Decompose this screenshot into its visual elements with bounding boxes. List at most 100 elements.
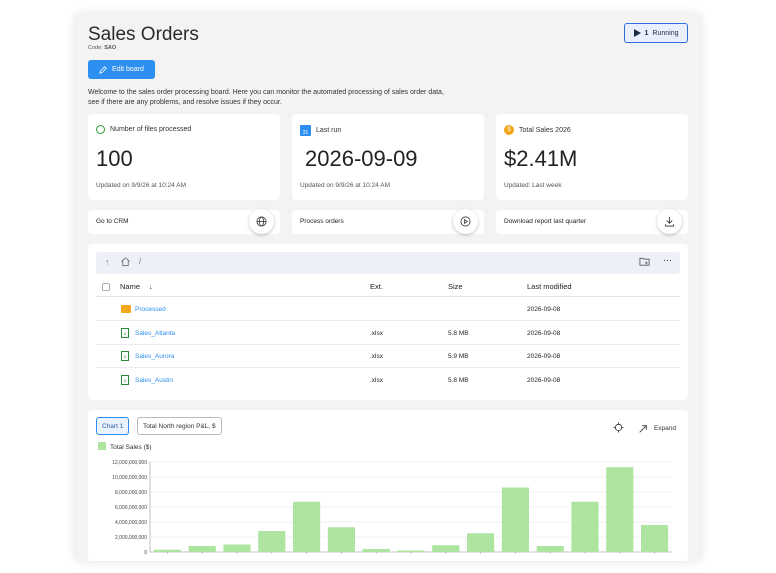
file-modified: 2026-09-08 xyxy=(527,306,561,313)
chart-bar xyxy=(327,527,355,552)
chart-bar xyxy=(362,549,390,552)
kpi-label: $ Total Sales 2026 xyxy=(504,125,571,135)
kpi-updated: Updated: Last week xyxy=(504,182,562,189)
chart-bar xyxy=(641,525,669,552)
download-icon[interactable] xyxy=(657,209,682,234)
file-ext: .xlsx xyxy=(370,330,383,337)
board-description: Welcome to the sales order processing bo… xyxy=(88,89,444,106)
legend-swatch xyxy=(98,442,106,450)
file-modified: 2026-09-08 xyxy=(527,353,561,360)
running-label: Running xyxy=(652,29,679,37)
column-last-modified[interactable]: Last modified xyxy=(527,282,572,291)
sort-arrow-icon[interactable]: ↓ xyxy=(149,282,153,291)
clock-icon xyxy=(96,125,105,134)
chart-bar xyxy=(223,544,251,552)
action-process-orders[interactable]: Process orders xyxy=(292,209,484,234)
select-all-checkbox[interactable] xyxy=(102,283,110,291)
recenter-icon[interactable] xyxy=(613,422,624,435)
action-go-to-crm[interactable]: Go to CRM xyxy=(88,209,280,234)
y-tick-label: 6,000,000,000 xyxy=(115,505,147,511)
chart-bar xyxy=(258,531,286,552)
action-label: Download report last quarter xyxy=(504,218,587,225)
globe-icon[interactable] xyxy=(249,209,274,234)
running-count: 1 xyxy=(644,29,649,37)
kpi-label-text: Total Sales 2026 xyxy=(519,126,571,134)
column-name[interactable]: Name xyxy=(120,282,141,291)
kpi-updated: Updated on 9/9/26 at 10:24 AM xyxy=(300,182,390,189)
chart-bar xyxy=(188,546,216,552)
kpi-updated: Updated on 9/9/26 at 10:24 AM xyxy=(96,182,186,189)
kpi-card-last-run: 31 Last run 2026-09-09 Updated on 9/9/26 … xyxy=(292,114,484,200)
file-modified: 2026-09-08 xyxy=(527,377,561,384)
chart-bar xyxy=(501,487,529,552)
chart-bar xyxy=(153,549,181,552)
chart-bar xyxy=(536,546,564,552)
excel-file-icon: x xyxy=(121,375,129,385)
file-browser: ↑ / ⋯ Name ↓ Ext. Size Last modified Pro… xyxy=(88,244,688,400)
file-size: 5.9 MB xyxy=(448,353,469,360)
file-name[interactable]: Processed xyxy=(135,306,166,313)
y-tick-label: 0 xyxy=(144,550,147,556)
kpi-value: 100 xyxy=(96,146,133,171)
y-tick-label: 12,000,000,000 xyxy=(112,460,147,466)
kpi-label-text: Last run xyxy=(316,127,342,134)
edit-board-label: Edit board xyxy=(112,66,144,73)
up-arrow-icon[interactable]: ↑ xyxy=(105,257,110,267)
kpi-label: Number of files processed xyxy=(96,125,191,134)
running-button[interactable]: 1 Running xyxy=(624,23,688,43)
file-modified: 2026-09-08 xyxy=(527,330,561,337)
file-size: 5.8 MB xyxy=(448,377,469,384)
edit-board-button[interactable]: Edit board xyxy=(88,60,155,79)
chart-panel: Chart 1 Total North region P&L, $ Expand… xyxy=(88,410,688,561)
y-tick-label: 10,000,000,000 xyxy=(112,475,147,481)
kpi-label-text: Number of files processed xyxy=(110,126,192,133)
file-toolbar: ↑ / ⋯ xyxy=(96,252,680,274)
file-ext: .xlsx xyxy=(370,377,383,384)
file-row[interactable]: x Sales_Atlanta .xlsx 5.8 MB 2026-09-08 xyxy=(96,322,680,345)
y-tick-label: 2,000,000,000 xyxy=(115,535,147,541)
folder-icon xyxy=(121,305,131,313)
chart-bar xyxy=(571,501,599,552)
action-label: Process orders xyxy=(300,218,344,225)
home-icon[interactable] xyxy=(120,256,131,269)
kpi-label: 31 Last run xyxy=(300,125,341,136)
chart-actions: Expand xyxy=(613,422,676,435)
column-size[interactable]: Size xyxy=(448,282,463,291)
kpi-value: $2.41M xyxy=(504,146,578,171)
file-name[interactable]: Sales_Austin xyxy=(135,377,173,384)
excel-file-icon: x xyxy=(121,328,129,338)
coin-icon: $ xyxy=(504,125,514,135)
chart-bar xyxy=(293,501,321,552)
y-tick-label: 8,000,000,000 xyxy=(115,490,147,496)
file-row[interactable]: x Sales_Austin .xlsx 5.8 MB 2026-09-08 xyxy=(96,369,680,392)
play-circle-icon[interactable] xyxy=(453,209,478,234)
expand-label: Expand xyxy=(653,425,676,432)
chart-bar xyxy=(467,533,495,552)
new-folder-icon[interactable] xyxy=(639,256,650,269)
file-name[interactable]: Sales_Aurora xyxy=(135,353,175,360)
pencil-icon xyxy=(99,65,107,74)
chart-bar xyxy=(397,550,425,552)
file-row[interactable]: x Sales_Aurora .xlsx 5.9 MB 2026-09-08 xyxy=(96,345,680,368)
y-tick-label: 4,000,000,000 xyxy=(115,520,147,526)
file-name[interactable]: Sales_Atlanta xyxy=(135,330,176,337)
more-options-icon[interactable]: ⋯ xyxy=(663,255,672,265)
board-code: Code: SAO xyxy=(88,45,116,51)
play-icon xyxy=(633,29,641,37)
tab-chart-1[interactable]: Chart 1 xyxy=(96,417,130,435)
file-size: 5.8 MB xyxy=(448,330,469,337)
tab-north-region[interactable]: Total North region P&L, $ xyxy=(137,417,222,435)
kpi-card-total-sales: $ Total Sales 2026 $2.41M Updated: Last w… xyxy=(496,114,688,200)
column-ext[interactable]: Ext. xyxy=(370,282,383,291)
expand-button[interactable]: Expand xyxy=(638,424,676,434)
page-title: Sales Orders xyxy=(88,24,199,45)
action-download-report[interactable]: Download report last quarter xyxy=(496,209,688,234)
path-text: / xyxy=(139,257,142,266)
code-label: Code: xyxy=(88,45,103,51)
chart-bar xyxy=(606,467,634,552)
code-value: SAO xyxy=(104,45,117,51)
expand-icon xyxy=(639,424,647,433)
action-label: Go to CRM xyxy=(96,218,129,225)
file-row[interactable]: Processed 2026-09-08 xyxy=(96,298,680,321)
kpi-card-files: Number of files processed 100 Updated on… xyxy=(88,114,280,200)
